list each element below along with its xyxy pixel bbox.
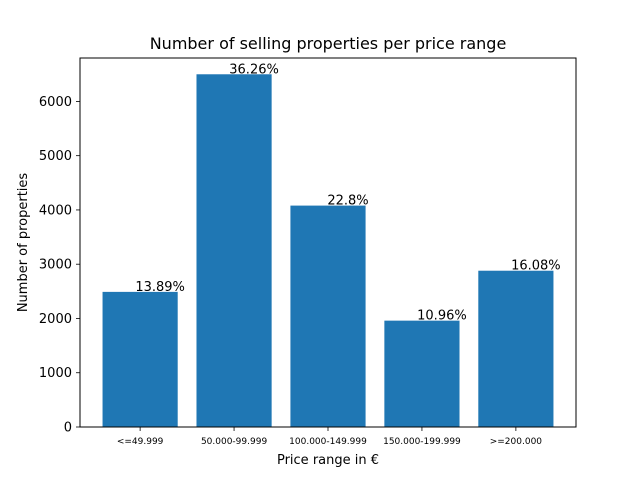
- data-label-1: 13.89%: [135, 280, 185, 295]
- y-tick-label-2: 1000: [39, 366, 72, 381]
- plot-frame: [79, 57, 577, 428]
- x-axis-label: Price range in €: [277, 453, 379, 468]
- bar-5: [478, 270, 554, 427]
- data-label-5: 16.08%: [511, 259, 561, 274]
- y-tick-label-3: 2000: [39, 312, 72, 327]
- bar-2: [196, 74, 272, 427]
- y-tick-label-6: 5000: [39, 149, 72, 164]
- bar-4: [384, 320, 460, 427]
- data-label-2: 36.26%: [229, 62, 279, 77]
- x-axis: <=49.999 50.000-99.999 100.000-149.999 150.…: [117, 427, 542, 447]
- bar-1: [102, 291, 178, 427]
- x-tick-label-3: 100.000-149.999: [289, 437, 367, 447]
- y-tick-label-1: 0: [64, 421, 72, 436]
- bar-3: [290, 205, 366, 427]
- y-tick-label-4: 3000: [39, 258, 72, 273]
- x-tick-label-1: <=49.999: [117, 437, 164, 447]
- data-label-3: 22.8%: [327, 194, 368, 209]
- data-label-4: 10.96%: [417, 309, 467, 324]
- y-axis: 0 1000 2000 3000 4000 5000 6000: [39, 95, 80, 436]
- y-tick-label-7: 6000: [39, 95, 72, 110]
- y-axis-label: Number of properties: [16, 173, 31, 313]
- bars-layer: [102, 74, 554, 427]
- x-tick-label-5: >=200.000: [490, 437, 543, 447]
- x-tick-label-4: 150.000-199.999: [383, 437, 461, 447]
- x-tick-label-2: 50.000-99.999: [201, 437, 268, 447]
- chart-title: Number of selling properties per price r…: [150, 34, 507, 53]
- data-labels-layer: 13.89% 36.26% 22.8% 10.96% 16.08%: [135, 62, 560, 323]
- y-tick-label-5: 4000: [39, 203, 72, 218]
